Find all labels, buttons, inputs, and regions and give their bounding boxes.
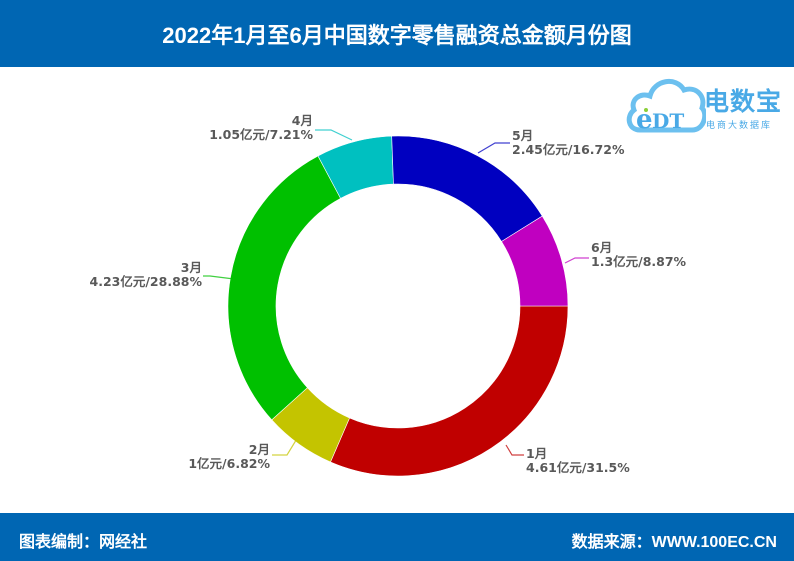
donut-slice-3 bbox=[227, 155, 341, 421]
slice-month: 6月 bbox=[591, 240, 613, 255]
slice-month: 5月 bbox=[512, 128, 534, 143]
slice-value: 4.23亿元/28.88% bbox=[89, 274, 202, 289]
slice-value: 1.05亿元/7.21% bbox=[209, 127, 313, 142]
leader-line bbox=[477, 142, 510, 154]
footer-source: 数据来源：WWW.100EC.CN bbox=[571, 534, 777, 551]
slice-label: 4月 1.05亿元/7.21% bbox=[209, 114, 313, 142]
slice-value: 1.3亿元/8.87% bbox=[591, 254, 687, 269]
slice-label: 3月 4.23亿元/28.88% bbox=[90, 261, 202, 289]
slice-month: 2月 bbox=[248, 442, 270, 457]
slice-value: 2.45亿元/16.72% bbox=[512, 142, 625, 157]
logo-brand: 电数宝 bbox=[704, 87, 783, 116]
donut-slice-6 bbox=[501, 215, 569, 307]
slice-label: 5月 2.45亿元/16.72% bbox=[512, 129, 624, 157]
title-bar: 2022年1月至6月中国数字零售融资总金额月份图 bbox=[0, 0, 794, 67]
footer-compiler: 图表编制：网经社 bbox=[19, 534, 148, 551]
slice-month: 1月 bbox=[526, 446, 548, 461]
slice-value: 1亿元/6.82% bbox=[188, 456, 270, 471]
slice-month: 3月 bbox=[180, 260, 202, 275]
logo-subtitle: 电商大数据库 bbox=[706, 121, 773, 131]
slice-value: 4.61亿元/31.5% bbox=[526, 460, 630, 475]
leader-line bbox=[272, 436, 299, 456]
svg-text:DT: DT bbox=[652, 109, 684, 133]
svg-text:e: e bbox=[636, 105, 653, 135]
leader-line bbox=[505, 444, 524, 456]
chart-title: 2022年1月至6月中国数字零售融资总金额月份图 bbox=[162, 22, 632, 48]
slice-label: 6月 1.3亿元/8.87% bbox=[591, 241, 686, 269]
slice-label: 2月 1亿元/6.82% bbox=[188, 443, 270, 471]
slice-month: 4月 bbox=[291, 113, 313, 128]
leader-line bbox=[203, 275, 235, 280]
donut-slice-1 bbox=[330, 305, 569, 477]
leader-line bbox=[315, 129, 353, 141]
leader-line bbox=[564, 257, 589, 264]
slice-label: 1月 4.61亿元/31.5% bbox=[526, 447, 630, 475]
logo: e DT 电数宝 电商大数据库 bbox=[626, 72, 794, 138]
footer-bar: 图表编制：网经社 数据来源：WWW.100EC.CN bbox=[0, 513, 794, 561]
cloud-logo-icon: e DT bbox=[626, 79, 708, 135]
